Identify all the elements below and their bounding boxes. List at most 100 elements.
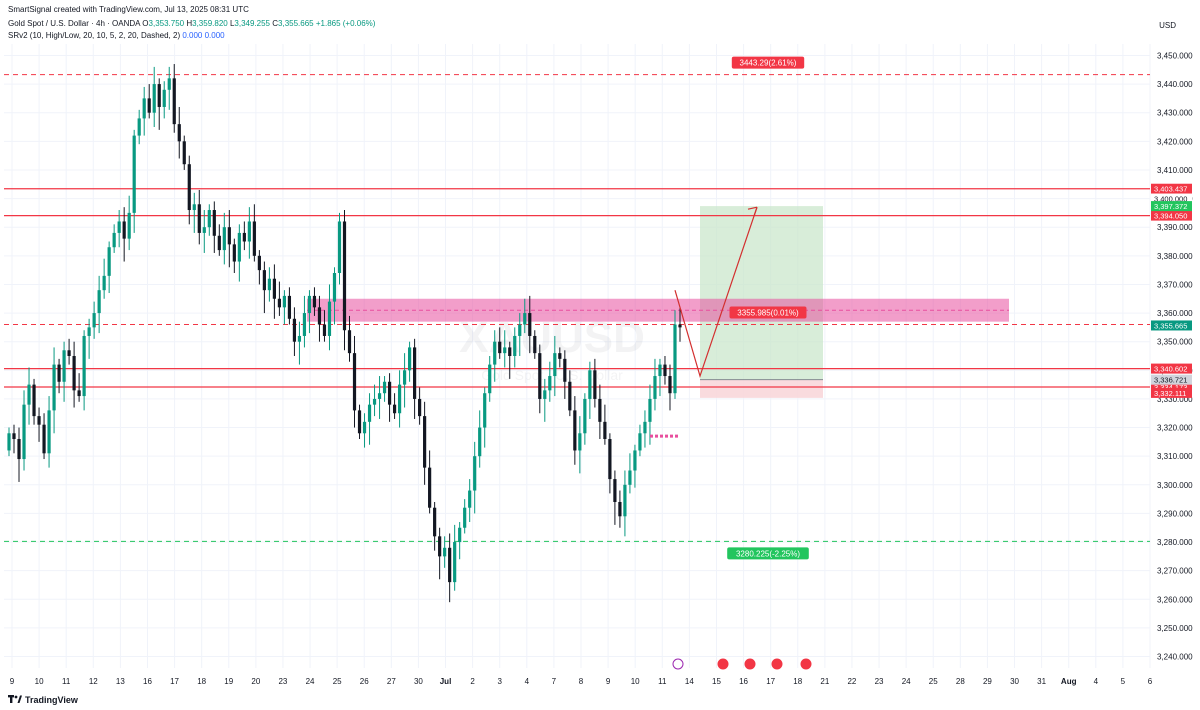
candle-body — [277, 298, 282, 308]
x-tick-label: 11 — [62, 677, 71, 686]
x-tick-label: 21 — [820, 677, 829, 686]
candle-body — [583, 398, 587, 434]
candle-body — [407, 347, 412, 371]
x-tick-label: 17 — [170, 677, 179, 686]
y-tick-label: 3,440.000 — [1157, 80, 1193, 89]
y-tick-label: 3,320.000 — [1157, 424, 1193, 433]
candle-body — [127, 212, 131, 239]
x-tick-label: 27 — [387, 677, 396, 686]
candle-body — [312, 295, 317, 308]
brand-name: TradingView — [25, 695, 78, 705]
economic-event-icon — [771, 658, 783, 670]
x-tick-label: 8 — [579, 677, 584, 686]
y-tick-label: 3,350.000 — [1157, 338, 1193, 347]
x-tick-label: 22 — [847, 677, 856, 686]
y-tick-label: 3,310.000 — [1157, 452, 1193, 461]
candle-body — [27, 384, 31, 405]
level-badge: 3,394.050 — [1154, 212, 1187, 221]
candle-body — [162, 89, 166, 107]
candle-body — [227, 227, 231, 245]
candle-body — [578, 433, 582, 451]
candle-body — [623, 484, 627, 517]
candle-body — [22, 404, 26, 460]
candle-body — [212, 210, 216, 236]
candle-body — [87, 327, 91, 336]
candle-body — [498, 341, 502, 354]
candle-body — [513, 335, 517, 356]
candle-body — [392, 404, 397, 414]
candle-body — [142, 98, 146, 119]
symbol-legend[interactable]: Gold Spot / U.S. Dollar · 4h · OANDA O3,… — [8, 19, 375, 28]
y-tick-label: 3,240.000 — [1157, 653, 1193, 662]
candle-body — [317, 307, 322, 325]
x-tick-label: 9 — [606, 677, 611, 686]
candle-body — [593, 370, 597, 399]
ohlc-open: 3,353.750 — [148, 19, 185, 28]
projection-path — [674, 206, 758, 379]
ohlc-high: 3,359.820 — [192, 19, 228, 28]
price-badge: 3,336.721 — [1154, 376, 1187, 385]
x-tick-label: 5 — [1121, 677, 1126, 686]
candle-body — [147, 98, 151, 113]
y-tick-label: 3,330.000 — [1157, 395, 1193, 404]
candle-body — [648, 398, 652, 422]
x-tick-label: 3 — [497, 677, 502, 686]
candle-body — [503, 347, 507, 354]
candle-body — [488, 364, 492, 394]
y-tick-label: 3,430.000 — [1157, 109, 1193, 118]
x-tick-label: 6 — [1148, 677, 1153, 686]
x-tick-label: 23 — [278, 677, 287, 686]
price-badge: 3,332.111 — [1154, 389, 1186, 398]
event-lightning-icon — [672, 658, 684, 670]
candle-body — [402, 370, 407, 385]
price-badge: 3,355.665 — [1154, 321, 1187, 330]
x-tick-label: 11 — [658, 677, 667, 686]
candle-body — [413, 347, 417, 399]
candle-body — [47, 410, 51, 454]
y-tick-label: 3,270.000 — [1157, 567, 1193, 576]
x-tick-label: 28 — [956, 677, 965, 686]
candle-body — [588, 370, 592, 399]
candle-body — [177, 124, 181, 142]
candle-body — [337, 221, 342, 273]
price-badge: 3,397.372 — [1154, 202, 1187, 211]
candle-body — [62, 350, 66, 382]
economic-event-icon — [744, 658, 756, 670]
y-tick-label: 3,360.000 — [1157, 309, 1193, 318]
indicator-legend[interactable]: SRv2 (10, High/Low, 20, 10, 5, 2, 20, Da… — [8, 31, 225, 40]
candle-body — [197, 204, 201, 233]
candle-body — [493, 341, 497, 365]
candle-body — [107, 247, 111, 276]
candle-body — [42, 424, 46, 454]
candle-body — [287, 295, 292, 319]
candle-body — [357, 410, 362, 434]
candle-body — [222, 227, 226, 251]
ohlc-low: 3,349.255 — [234, 19, 270, 28]
y-tick-label: 3,280.000 — [1157, 538, 1193, 547]
candle-body — [297, 335, 302, 342]
x-tick-label: 31 — [1037, 677, 1046, 686]
candle-body — [307, 295, 312, 314]
level-badge: 3,340.602 — [1154, 365, 1187, 374]
candle-body — [372, 398, 377, 405]
candle-body — [272, 278, 276, 299]
indicator-value-2: 0.000 — [204, 31, 225, 40]
price-chart[interactable]: 9 10 11 12 13 16 17 18 19 20 23 24 25 26 27 30 Jul 2 3 4 7 8 9… — [0, 0, 1200, 690]
candle-body — [282, 295, 287, 308]
candle-body — [137, 118, 141, 136]
candle-body — [92, 313, 96, 328]
candle-body — [628, 470, 632, 485]
candle-body — [673, 324, 677, 394]
candle-body — [17, 439, 21, 460]
candle-body — [443, 547, 447, 557]
tradingview-brand[interactable]: TradingView — [8, 695, 78, 705]
x-tick-label: 29 — [983, 677, 992, 686]
x-tick-label: 10 — [35, 677, 44, 686]
candle-body — [37, 416, 41, 425]
candle-body — [377, 393, 382, 399]
entry-label-bg — [729, 306, 807, 319]
price-badge-bg — [1151, 193, 1192, 204]
x-tick-label: 2 — [470, 677, 475, 686]
upper-target-label-bg — [731, 56, 805, 69]
x-tick-label: 4 — [525, 677, 530, 686]
